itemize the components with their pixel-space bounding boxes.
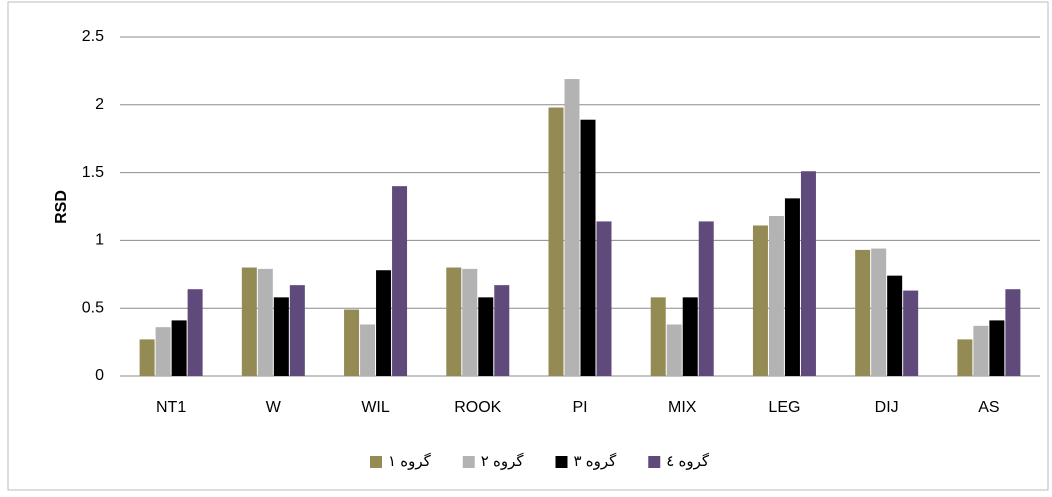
legend-label: گروه ١ — [388, 452, 432, 470]
bar — [989, 320, 1005, 376]
bar — [666, 324, 682, 376]
bar — [855, 249, 871, 376]
y-tick-label: 2 — [95, 96, 104, 113]
bar — [289, 285, 305, 376]
legend-swatch — [648, 456, 661, 468]
bar — [139, 339, 155, 376]
y-tick-label: 0 — [95, 367, 104, 384]
bar — [650, 297, 666, 376]
bar — [376, 270, 392, 376]
legend-label: گروه ٣ — [574, 452, 618, 470]
x-tick-label: W — [266, 399, 282, 416]
bar — [752, 225, 768, 376]
bar — [784, 198, 800, 376]
y-tick-label: 0.5 — [82, 299, 104, 316]
legend-swatch — [462, 456, 475, 468]
bar — [871, 248, 887, 376]
x-tick-label: WIL — [361, 399, 390, 416]
y-tick-label: 1 — [95, 232, 104, 249]
bar — [903, 290, 919, 376]
bar — [596, 221, 612, 376]
y-tick-label: 1.5 — [82, 164, 104, 181]
bar — [462, 268, 478, 376]
bar — [446, 267, 462, 376]
x-tick-label: AS — [978, 399, 999, 416]
x-tick-label: DIJ — [875, 399, 899, 416]
x-tick-label: MIX — [668, 399, 697, 416]
x-tick-label: ROOK — [454, 399, 501, 416]
bar — [273, 297, 289, 376]
legend-label: گروه ٢ — [481, 452, 525, 470]
y-tick-label: 2.5 — [82, 28, 104, 45]
legend-swatch — [555, 456, 568, 468]
bar — [887, 275, 903, 376]
bar — [800, 171, 816, 376]
x-tick-label: PI — [572, 399, 587, 416]
bar — [344, 309, 360, 376]
bar — [1005, 289, 1021, 376]
bar — [171, 320, 187, 376]
bar — [241, 267, 257, 376]
bar — [392, 186, 408, 376]
x-tick-label: LEG — [768, 399, 800, 416]
bar — [548, 107, 564, 377]
bar — [973, 325, 989, 376]
bar — [682, 297, 698, 376]
bar — [564, 79, 580, 376]
legend-swatch — [370, 456, 382, 468]
x-tick-label: NT1 — [156, 399, 186, 416]
bar — [155, 327, 171, 376]
chart-border — [7, 1, 1049, 491]
legend-label: گروه ٤ — [666, 452, 710, 470]
bar — [957, 339, 973, 376]
bar — [494, 285, 510, 376]
bar — [257, 268, 273, 376]
bar — [478, 297, 494, 376]
y-axis-title: RSD — [53, 190, 70, 224]
bar — [768, 215, 784, 376]
bar — [580, 119, 596, 376]
bar — [698, 221, 714, 376]
bar — [360, 324, 376, 376]
bar — [187, 289, 203, 376]
